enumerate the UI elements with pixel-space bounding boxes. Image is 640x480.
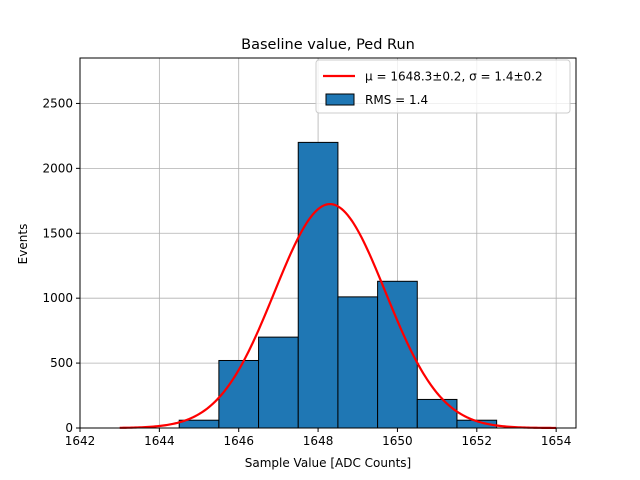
x-tick-label: 1654 xyxy=(541,434,572,448)
x-tick-label: 1642 xyxy=(65,434,96,448)
x-tick-label: 1652 xyxy=(462,434,493,448)
x-tick-label: 1644 xyxy=(144,434,175,448)
legend: μ = 1648.3±0.2, σ = 1.4±0.2 RMS = 1.4 xyxy=(315,59,571,114)
histogram-bar xyxy=(297,141,339,429)
legend-fit-label: μ = 1648.3±0.2, σ = 1.4±0.2 xyxy=(365,70,543,84)
legend-box xyxy=(315,59,571,114)
y-tick-label: 1000 xyxy=(42,291,73,305)
y-tick-label: 500 xyxy=(50,356,73,370)
fit-curve xyxy=(119,202,557,430)
legend-hist-label: RMS = 1.4 xyxy=(365,93,428,107)
x-tick-label: 1650 xyxy=(382,434,413,448)
chart-title: Baseline value, Ped Run xyxy=(241,37,415,53)
legend-hist-swatch xyxy=(325,93,355,106)
x-tick-label: 1648 xyxy=(303,434,334,448)
histogram-bar xyxy=(337,296,379,429)
y-tick-label: 0 xyxy=(65,421,73,435)
x-tick-label: 1646 xyxy=(223,434,254,448)
histogram-bar xyxy=(377,280,418,429)
y-tick-label: 1500 xyxy=(42,226,73,240)
x-axis-label: Sample Value [ADC Counts] xyxy=(245,456,411,470)
histogram-bar xyxy=(258,336,299,429)
axis-ticks: 1642 1644 1646 1648 1650 1652 1654 0 500 1000 1500… xyxy=(42,96,571,448)
histogram-bars xyxy=(178,141,498,429)
histogram-bar xyxy=(416,398,458,429)
axes-frame xyxy=(79,57,577,429)
y-axis-label: Events xyxy=(16,224,30,265)
y-tick-label: 2500 xyxy=(42,96,73,110)
gaussian-fit xyxy=(119,202,557,430)
plot-frame xyxy=(79,57,577,429)
y-tick-label: 2000 xyxy=(42,161,73,175)
